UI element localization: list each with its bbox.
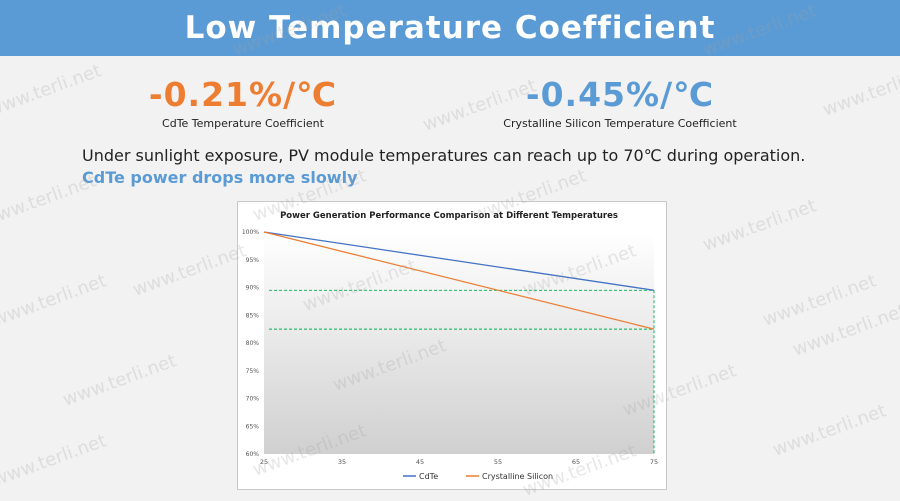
y-tick-label: 95%: [246, 257, 260, 264]
watermark-text: www.terli.net: [699, 195, 820, 256]
watermark-text: www.terli.net: [0, 430, 110, 491]
x-tick-label: 75: [650, 458, 658, 466]
y-tick-label: 90%: [246, 285, 260, 292]
x-tick-label: 55: [494, 458, 502, 466]
description-text: Under sunlight exposure, PV module tempe…: [82, 146, 806, 165]
legend-label: Crystalline Silicon: [482, 472, 553, 481]
silicon-coefficient: -0.45%/℃ Crystalline Silicon Temperature…: [470, 75, 770, 131]
page-title: Low Temperature Coefficient: [184, 10, 716, 46]
y-tick-label: 60%: [246, 451, 260, 458]
watermark-text: www.terli.net: [129, 240, 250, 301]
header-banner: Low Temperature Coefficient: [0, 0, 900, 56]
y-tick-label: 75%: [246, 368, 260, 375]
cdte-coefficient: -0.21%/℃ CdTe Temperature Coefficient: [93, 75, 393, 131]
y-tick-label: 65%: [246, 423, 260, 430]
cdte-coefficient-label: CdTe Temperature Coefficient: [162, 117, 324, 130]
legend-label: CdTe: [419, 472, 438, 481]
highlight-text: CdTe power drops more slowly: [82, 168, 358, 187]
chart-title: Power Generation Performance Comparison …: [280, 211, 618, 221]
x-tick-label: 45: [416, 458, 424, 466]
x-tick-label: 35: [338, 458, 346, 466]
watermark-text: www.terli.net: [0, 170, 100, 231]
watermark-text: www.terli.net: [0, 270, 110, 331]
y-tick-label: 80%: [246, 340, 260, 347]
y-tick-label: 85%: [246, 312, 260, 319]
x-tick-label: 25: [260, 458, 268, 466]
y-tick-label: 70%: [246, 396, 260, 403]
plot-area: [264, 232, 654, 454]
watermark-text: www.terli.net: [59, 350, 180, 411]
silicon-coefficient-label: Crystalline Silicon Temperature Coeffici…: [503, 117, 737, 130]
y-tick-label: 100%: [242, 229, 259, 236]
cdte-coefficient-value: -0.21%/℃: [148, 75, 338, 114]
line-chart: Power Generation Performance Comparison …: [242, 211, 658, 481]
series-line-crystalline-silicon: [263, 231, 655, 330]
watermark-text: www.terli.net: [769, 400, 890, 461]
watermark-text: www.terli.net: [0, 60, 105, 121]
series-line-cdte: [263, 231, 655, 291]
silicon-coefficient-value: -0.45%/℃: [525, 75, 715, 114]
chart-container: Power Generation Performance Comparison …: [237, 201, 667, 490]
watermark-text: www.terli.net: [819, 60, 900, 121]
x-tick-label: 65: [572, 458, 580, 466]
